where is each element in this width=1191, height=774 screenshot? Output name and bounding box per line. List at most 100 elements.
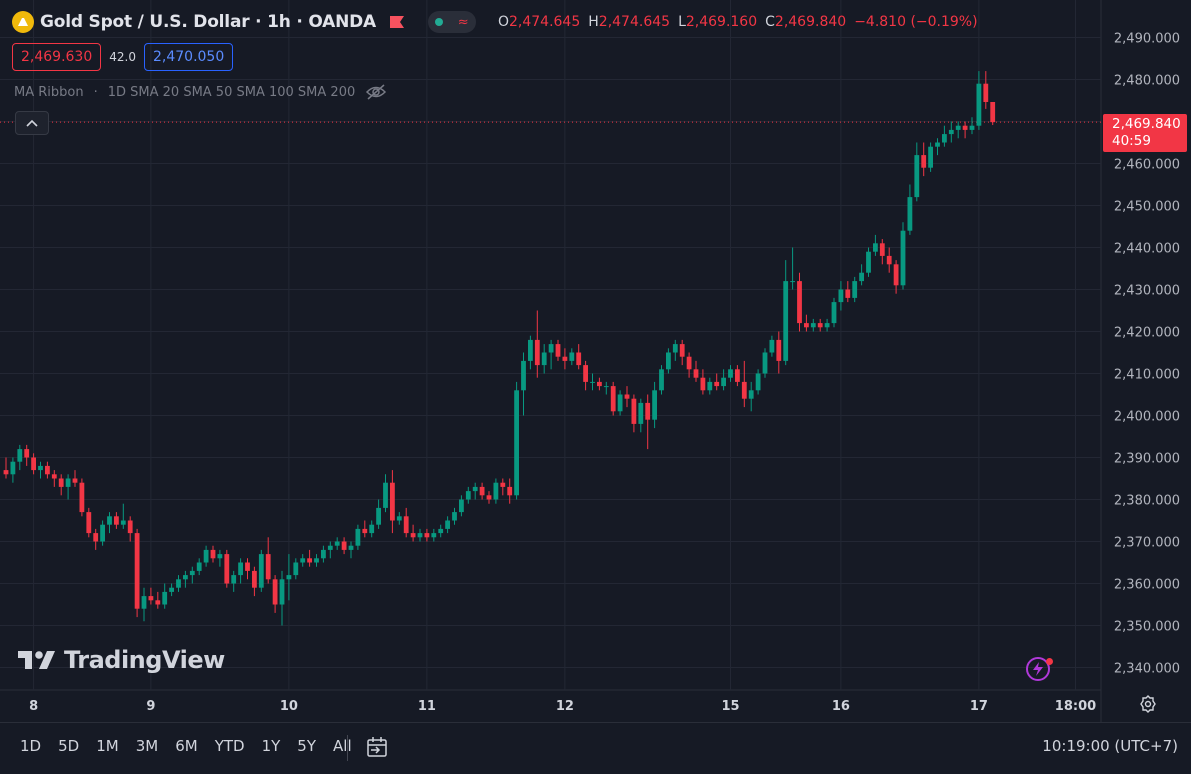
buy-button[interactable]: 2,470.050 bbox=[143, 43, 234, 71]
candle-body bbox=[507, 486, 513, 496]
candle bbox=[31, 453, 36, 475]
x-tick-label: 10 bbox=[280, 699, 298, 714]
x-tick-label: 16 bbox=[832, 699, 850, 714]
candle bbox=[638, 398, 644, 433]
go-to-date-icon[interactable] bbox=[365, 735, 389, 759]
tradingview-watermark[interactable]: TradingView bbox=[18, 646, 225, 674]
candle bbox=[300, 554, 306, 567]
candle bbox=[445, 516, 450, 534]
candle-body bbox=[741, 381, 747, 399]
market-status-toggle[interactable]: ≈ bbox=[427, 11, 476, 33]
candle-body bbox=[700, 377, 706, 391]
timeframe-button[interactable]: 1Y bbox=[261, 737, 281, 755]
tradingview-logo-icon bbox=[18, 651, 55, 669]
candle-body bbox=[286, 575, 292, 580]
candle bbox=[51, 470, 57, 487]
candle bbox=[797, 272, 802, 332]
candle-body bbox=[120, 520, 126, 525]
symbol-title[interactable]: Gold Spot / U.S. Dollar · 1h · OANDA bbox=[40, 12, 376, 32]
candle-body bbox=[955, 125, 961, 130]
indicator-legend[interactable]: MA Ribbon · 1D SMA 20 SMA 50 SMA 100 SMA… bbox=[14, 84, 387, 100]
candle bbox=[472, 482, 478, 500]
candle-body bbox=[79, 482, 85, 513]
candle-body bbox=[438, 528, 444, 534]
candle bbox=[141, 587, 147, 622]
candle bbox=[838, 281, 844, 311]
candlestick-chart[interactable]: 2,490.0002,480.0002,470.0002,460.0002,45… bbox=[0, 0, 1191, 722]
timeframe-list: 1D 5D 1M 3M 6M YTD 1Y 5Y All bbox=[20, 737, 369, 755]
y-tick-label: 2,400.000 bbox=[1114, 410, 1180, 425]
candle-body bbox=[838, 289, 844, 303]
candle-body bbox=[817, 323, 823, 328]
candle bbox=[100, 520, 105, 546]
candle bbox=[707, 377, 713, 395]
candle-body bbox=[141, 596, 147, 609]
candle bbox=[438, 524, 444, 538]
candle bbox=[741, 360, 747, 408]
y-tick-label: 2,490.000 bbox=[1114, 32, 1180, 47]
candle-body bbox=[65, 478, 71, 487]
low-value: 2,469.160 bbox=[685, 14, 758, 30]
candle bbox=[465, 486, 471, 504]
candle-body bbox=[107, 516, 112, 525]
candle bbox=[679, 339, 685, 366]
timeframe-button[interactable]: All bbox=[333, 737, 352, 755]
candle-body bbox=[831, 302, 837, 324]
candle-body bbox=[493, 482, 499, 500]
candle-body bbox=[355, 528, 361, 546]
candle-body bbox=[672, 344, 678, 353]
timeframe-button[interactable]: 1D bbox=[20, 737, 42, 755]
axis-settings-icon[interactable] bbox=[1138, 694, 1158, 714]
candle bbox=[224, 549, 230, 588]
candle bbox=[162, 583, 168, 609]
candle-body bbox=[72, 478, 78, 483]
candle bbox=[507, 478, 513, 504]
x-tick-label: 12 bbox=[556, 699, 574, 714]
candle-body bbox=[824, 323, 830, 328]
candle-body bbox=[465, 491, 471, 500]
candle-body bbox=[755, 373, 761, 391]
candle-body bbox=[935, 142, 940, 147]
candle-body bbox=[569, 352, 575, 361]
sell-button[interactable]: 2,469.630 bbox=[12, 43, 102, 71]
candle bbox=[231, 570, 237, 592]
candle-body bbox=[866, 251, 871, 273]
candle-body bbox=[17, 449, 23, 462]
candle bbox=[693, 360, 699, 382]
lightning-icon[interactable] bbox=[1026, 657, 1050, 681]
candle bbox=[183, 570, 188, 588]
candle bbox=[258, 549, 264, 592]
candle-body bbox=[176, 579, 181, 588]
candle-body bbox=[562, 356, 568, 361]
flag-icon[interactable] bbox=[389, 16, 404, 28]
candle-body bbox=[893, 264, 899, 286]
candle-body bbox=[942, 134, 947, 143]
timeframe-button[interactable]: 1M bbox=[96, 737, 119, 755]
candle-body bbox=[900, 230, 906, 286]
candle bbox=[403, 507, 409, 538]
timeframe-button[interactable]: 5D bbox=[58, 737, 80, 755]
candle bbox=[155, 591, 161, 609]
collapse-legend-button[interactable] bbox=[15, 111, 49, 135]
y-tick-label: 2,340.000 bbox=[1114, 662, 1180, 677]
timeframe-button[interactable]: 6M bbox=[175, 737, 198, 755]
ohlc-legend: O2,474.645 H2,474.645 L2,469.160 C2,469.… bbox=[498, 14, 978, 30]
candle-body bbox=[645, 402, 651, 420]
eye-hidden-icon[interactable] bbox=[365, 84, 387, 100]
chart-area[interactable]: 2,490.0002,480.0002,470.0002,460.0002,45… bbox=[0, 0, 1191, 722]
indicator-name[interactable]: MA Ribbon bbox=[14, 84, 84, 100]
clock-timezone[interactable]: 10:19:00 (UTC+7) bbox=[1042, 737, 1178, 755]
candle bbox=[748, 381, 754, 412]
candle bbox=[38, 461, 43, 479]
candle-body bbox=[721, 377, 726, 387]
candle bbox=[3, 457, 9, 479]
candle-body bbox=[362, 528, 368, 534]
candle-body bbox=[403, 516, 409, 534]
candle bbox=[804, 314, 809, 332]
candle-body bbox=[714, 381, 720, 387]
timeframe-button[interactable]: 3M bbox=[135, 737, 159, 755]
candle-body bbox=[189, 570, 195, 576]
timeframe-button[interactable]: 5Y bbox=[297, 737, 317, 755]
timeframe-button[interactable]: YTD bbox=[214, 737, 245, 755]
candle bbox=[769, 335, 775, 357]
